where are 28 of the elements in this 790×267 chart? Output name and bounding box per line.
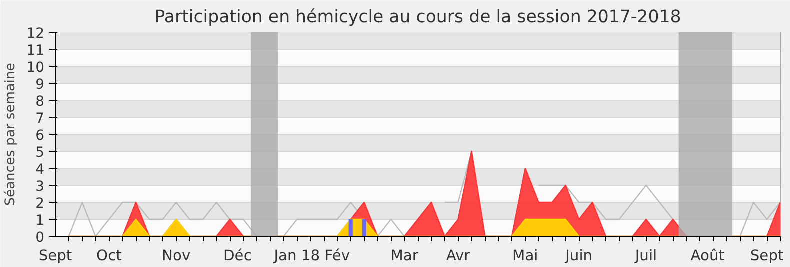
x-tick-label: Mar [390, 248, 420, 264]
y-tick-label: 12 [26, 26, 45, 42]
x-tick-label: Juin [564, 248, 593, 264]
x-tick-label: Août [690, 248, 725, 264]
x-tick-label: Juil [634, 248, 658, 264]
x-tick-label: Déc [224, 248, 252, 264]
y-axis-title: Séances par semaine [4, 63, 19, 206]
y-tick-label: 3 [36, 179, 45, 195]
x-tick-label: Avr [446, 248, 472, 264]
y-tick-label: 9 [36, 77, 45, 93]
chart-title: Participation en hémicycle au cours de la session 2017-2018 [154, 8, 682, 28]
y-tick-label: 2 [36, 196, 45, 212]
x-tick-label: Nov [162, 248, 191, 264]
x-tick-label: Jan 18 [273, 248, 320, 264]
x-tick-label: Sept [750, 248, 784, 264]
y-tick-label: 0 [36, 230, 45, 246]
x-tick-label: Mai [512, 248, 538, 264]
y-tick-label: 1 [36, 213, 45, 229]
y-tick-label: 10 [26, 60, 45, 76]
y-tick-label: 6 [36, 128, 45, 144]
y-tick-label: 11 [26, 43, 45, 59]
x-tick-label: Fév [324, 248, 350, 264]
y-tick-label: 4 [36, 162, 45, 178]
y-tick-label: 8 [36, 94, 45, 110]
x-tick-label: Sept [38, 248, 72, 264]
y-tick-label: 7 [36, 111, 45, 127]
y-tick-label: 5 [36, 145, 45, 161]
x-tick-label: Oct [96, 248, 122, 264]
